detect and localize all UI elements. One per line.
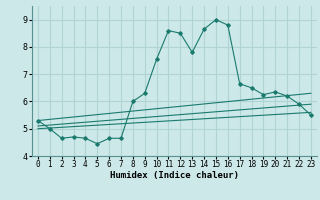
- X-axis label: Humidex (Indice chaleur): Humidex (Indice chaleur): [110, 171, 239, 180]
